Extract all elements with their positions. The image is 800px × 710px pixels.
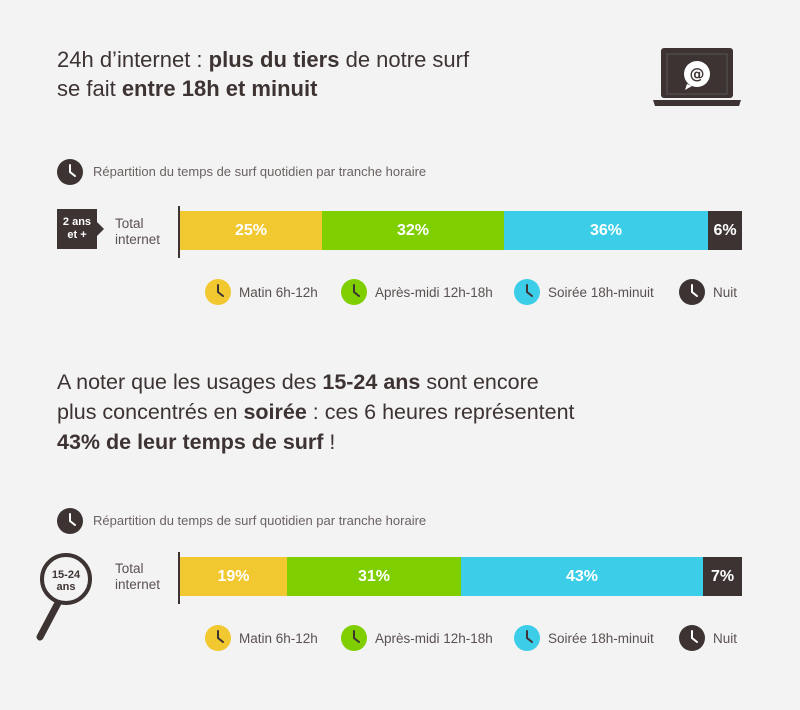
bar-segment-4: 6% (708, 211, 742, 250)
legend-item: Nuit (679, 625, 737, 651)
chart2-axis (178, 552, 180, 604)
legend-item: Matin 6h-12h (205, 625, 318, 651)
clock-icon (341, 625, 367, 651)
bar-segment-label: 19% (217, 567, 250, 585)
clock-icon (679, 279, 705, 305)
clock-icon (205, 625, 231, 651)
legend-item: Après-midi 12h-18h (341, 625, 493, 651)
clock-icon (514, 625, 540, 651)
legend-label: Matin 6h-12h (239, 630, 318, 646)
bar-segment-label: 43% (565, 567, 599, 585)
svg-text:@: @ (690, 65, 705, 83)
chart1-axis (178, 206, 180, 258)
age-tag-pointer (97, 222, 104, 236)
chart1-subtitle: Répartition du temps de surf quotidien p… (93, 164, 427, 179)
legend-item: Soirée 18h-minuit (514, 279, 654, 305)
legend-label: Soirée 18h-minuit (548, 284, 654, 300)
bar-segment-label: 25% (234, 221, 268, 239)
headline-2: A noter que les usages des 15-24 ans son… (57, 370, 575, 454)
bar-segment-1: 25% (180, 211, 322, 250)
bar-segment-4: 7% (703, 557, 742, 596)
bar-segment-2: 32% (322, 211, 504, 250)
legend-label: Soirée 18h-minuit (548, 630, 654, 646)
laptop-email-icon: @ (651, 46, 743, 113)
legend-item: Nuit (679, 279, 737, 305)
legend-item: Soirée 18h-minuit (514, 625, 654, 651)
bar-segment-label: 6% (713, 221, 737, 239)
clock-icon (57, 508, 83, 534)
legend-item: Après-midi 12h-18h (341, 279, 493, 305)
clock-icon (679, 625, 705, 651)
bar-segment-label: 7% (710, 567, 735, 585)
legend-label: Nuit (713, 284, 738, 300)
magnifier-icon (34, 551, 104, 648)
bar-segment-label: 31% (357, 567, 391, 585)
bar-segment-label: 32% (396, 221, 430, 239)
age-tag-2ans: 2 ans et + (57, 209, 97, 249)
legend-label: Après-midi 12h-18h (375, 284, 493, 300)
bar-segment-3: 36% (504, 211, 708, 250)
bar-segment-1: 19% (180, 557, 287, 596)
age-tag-15-24: 15-24 ans (51, 569, 81, 593)
bar-segment-3: 43% (461, 557, 703, 596)
legend-label: Matin 6h-12h (239, 284, 318, 300)
chart1-stacked-bar: 25% 32% 36% 6% (180, 211, 742, 250)
headline-1: 24h d’internet : plus du tiers de notre … (57, 47, 470, 101)
bar-segment-2: 31% (287, 557, 461, 596)
legend-label: Après-midi 12h-18h (375, 630, 493, 646)
clock-icon (514, 279, 540, 305)
bar-segment-label: 36% (589, 221, 623, 239)
legend-label: Nuit (713, 630, 738, 646)
clock-icon (57, 159, 83, 185)
legend-item: Matin 6h-12h (205, 279, 318, 305)
clock-icon (205, 279, 231, 305)
row-label-1: Total internet (115, 216, 161, 247)
chart2-subtitle: Répartition du temps de surf quotidien p… (93, 513, 427, 528)
chart2-stacked-bar: 19% 31% 43% 7% (180, 557, 742, 596)
clock-icon (341, 279, 367, 305)
row-label-2: Total internet (115, 561, 161, 592)
